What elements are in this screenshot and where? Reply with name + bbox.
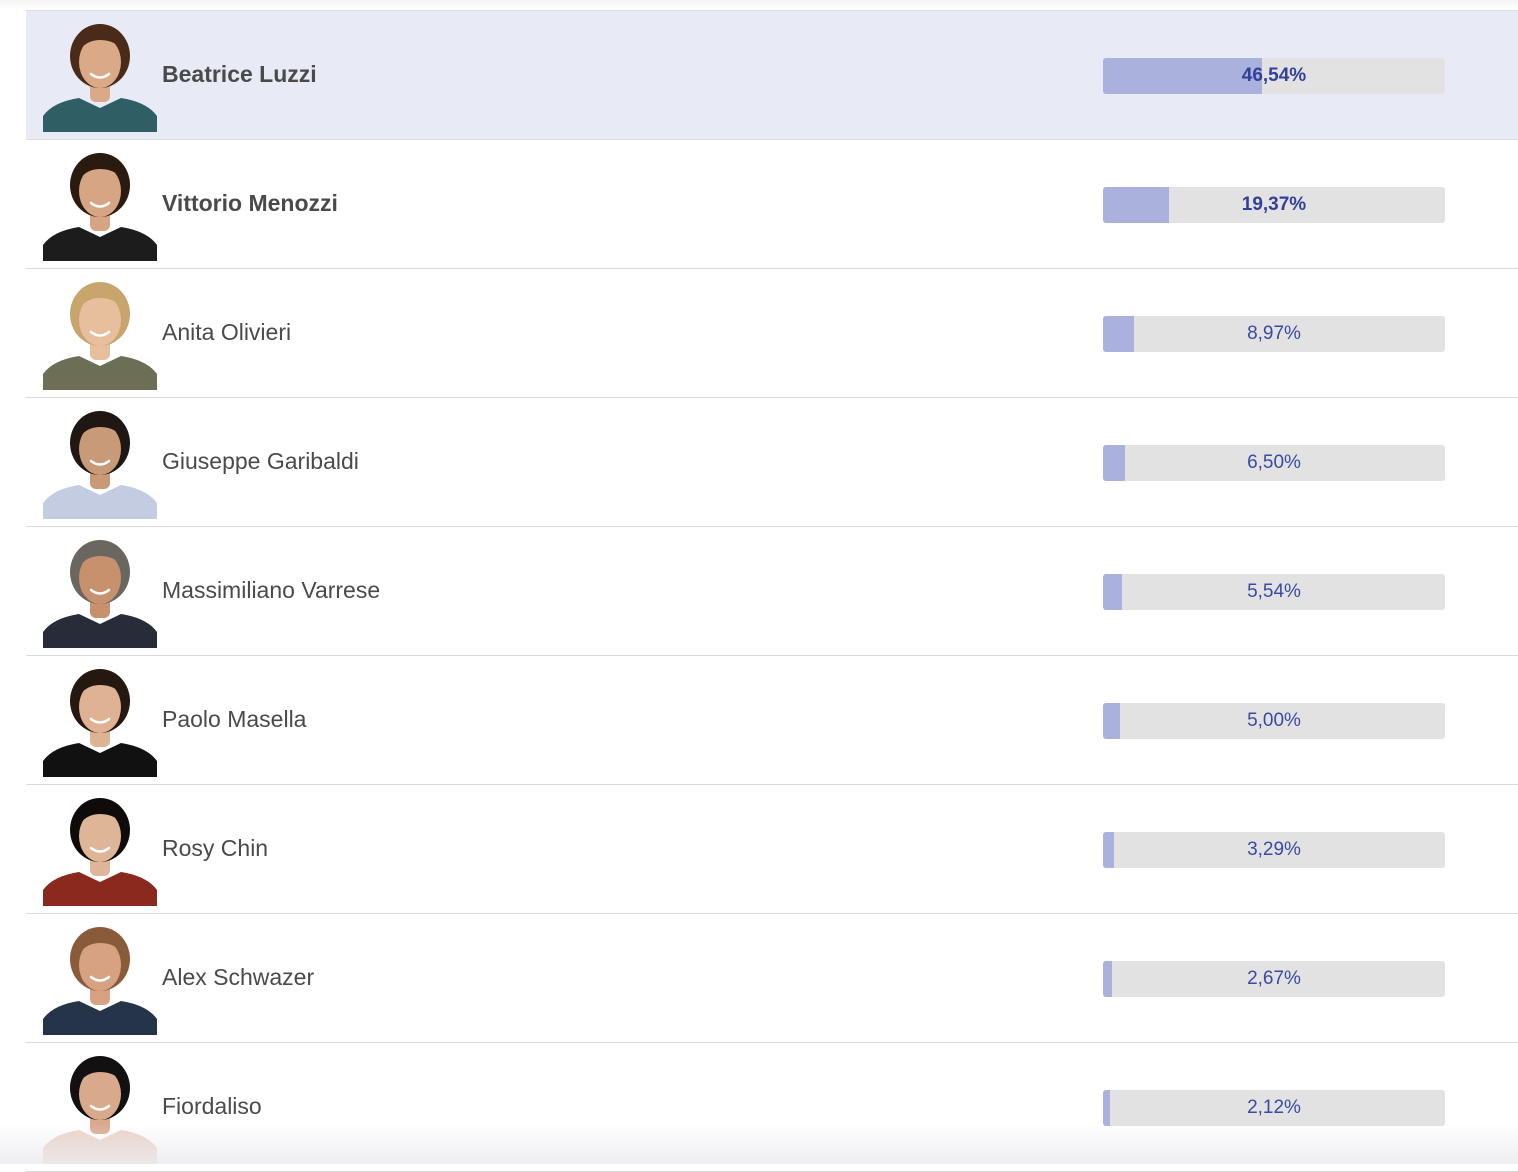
avatar-portrait-icon: [43, 18, 157, 132]
vote-percentage-bar: 3,29%: [1103, 832, 1445, 868]
vote-percentage-label: 2,12%: [1103, 1090, 1445, 1126]
vote-percentage-bar: 8,97%: [1103, 316, 1445, 352]
vote-percentage-label: 46,54%: [1103, 58, 1445, 94]
candidate-avatar: [43, 18, 157, 132]
vote-percentage-bar: 2,12%: [1103, 1090, 1445, 1126]
avatar-portrait-icon: [43, 534, 157, 648]
candidate-name: Massimiliano Varrese: [162, 575, 380, 605]
candidate-row-1[interactable]: Beatrice Luzzi 46,54%: [26, 11, 1518, 140]
candidate-name: Alex Schwazer: [162, 962, 314, 992]
candidate-name: Beatrice Luzzi: [162, 59, 317, 89]
candidate-name: Fiordaliso: [162, 1091, 262, 1121]
candidate-row-9[interactable]: Fiordaliso 2,12%: [26, 1043, 1518, 1172]
candidate-name: Vittorio Menozzi: [162, 188, 338, 218]
candidate-avatar: [43, 276, 157, 390]
candidate-avatar: [43, 1050, 157, 1164]
vote-percentage-label: 3,29%: [1103, 832, 1445, 868]
avatar-portrait-icon: [43, 1050, 157, 1164]
vote-percentage-bar: 2,67%: [1103, 961, 1445, 997]
candidate-row-7[interactable]: Rosy Chin 3,29%: [26, 785, 1518, 914]
vote-percentage-label: 5,00%: [1103, 703, 1445, 739]
avatar-portrait-icon: [43, 921, 157, 1035]
candidate-name: Giuseppe Garibaldi: [162, 446, 359, 476]
candidate-row-6[interactable]: Paolo Masella 5,00%: [26, 656, 1518, 785]
candidate-name: Anita Olivieri: [162, 317, 291, 347]
top-shadow: [0, 0, 1518, 10]
avatar-portrait-icon: [43, 147, 157, 261]
vote-percentage-label: 8,97%: [1103, 316, 1445, 352]
candidate-avatar: [43, 663, 157, 777]
avatar-portrait-icon: [43, 276, 157, 390]
vote-percentage-bar: 5,00%: [1103, 703, 1445, 739]
avatar-portrait-icon: [43, 663, 157, 777]
avatar-portrait-icon: [43, 405, 157, 519]
candidate-row-4[interactable]: Giuseppe Garibaldi 6,50%: [26, 398, 1518, 527]
candidate-name: Paolo Masella: [162, 704, 306, 734]
candidate-row-8[interactable]: Alex Schwazer 2,67%: [26, 914, 1518, 1043]
candidate-avatar: [43, 147, 157, 261]
candidate-row-3[interactable]: Anita Olivieri 8,97%: [26, 269, 1518, 398]
poll-results-list: Beatrice Luzzi 46,54% Vittorio Menozzi 1…: [26, 10, 1518, 1172]
vote-percentage-bar: 5,54%: [1103, 574, 1445, 610]
candidate-avatar: [43, 534, 157, 648]
vote-percentage-label: 5,54%: [1103, 574, 1445, 610]
vote-percentage-label: 6,50%: [1103, 445, 1445, 481]
vote-percentage-bar: 6,50%: [1103, 445, 1445, 481]
candidate-avatar: [43, 792, 157, 906]
avatar-portrait-icon: [43, 792, 157, 906]
vote-percentage-bar: 46,54%: [1103, 58, 1445, 94]
vote-percentage-label: 2,67%: [1103, 961, 1445, 997]
candidate-row-2[interactable]: Vittorio Menozzi 19,37%: [26, 140, 1518, 269]
candidate-avatar: [43, 405, 157, 519]
candidate-name: Rosy Chin: [162, 833, 268, 863]
vote-percentage-bar: 19,37%: [1103, 187, 1445, 223]
vote-percentage-label: 19,37%: [1103, 187, 1445, 223]
candidate-row-5[interactable]: Massimiliano Varrese 5,54%: [26, 527, 1518, 656]
candidate-avatar: [43, 921, 157, 1035]
